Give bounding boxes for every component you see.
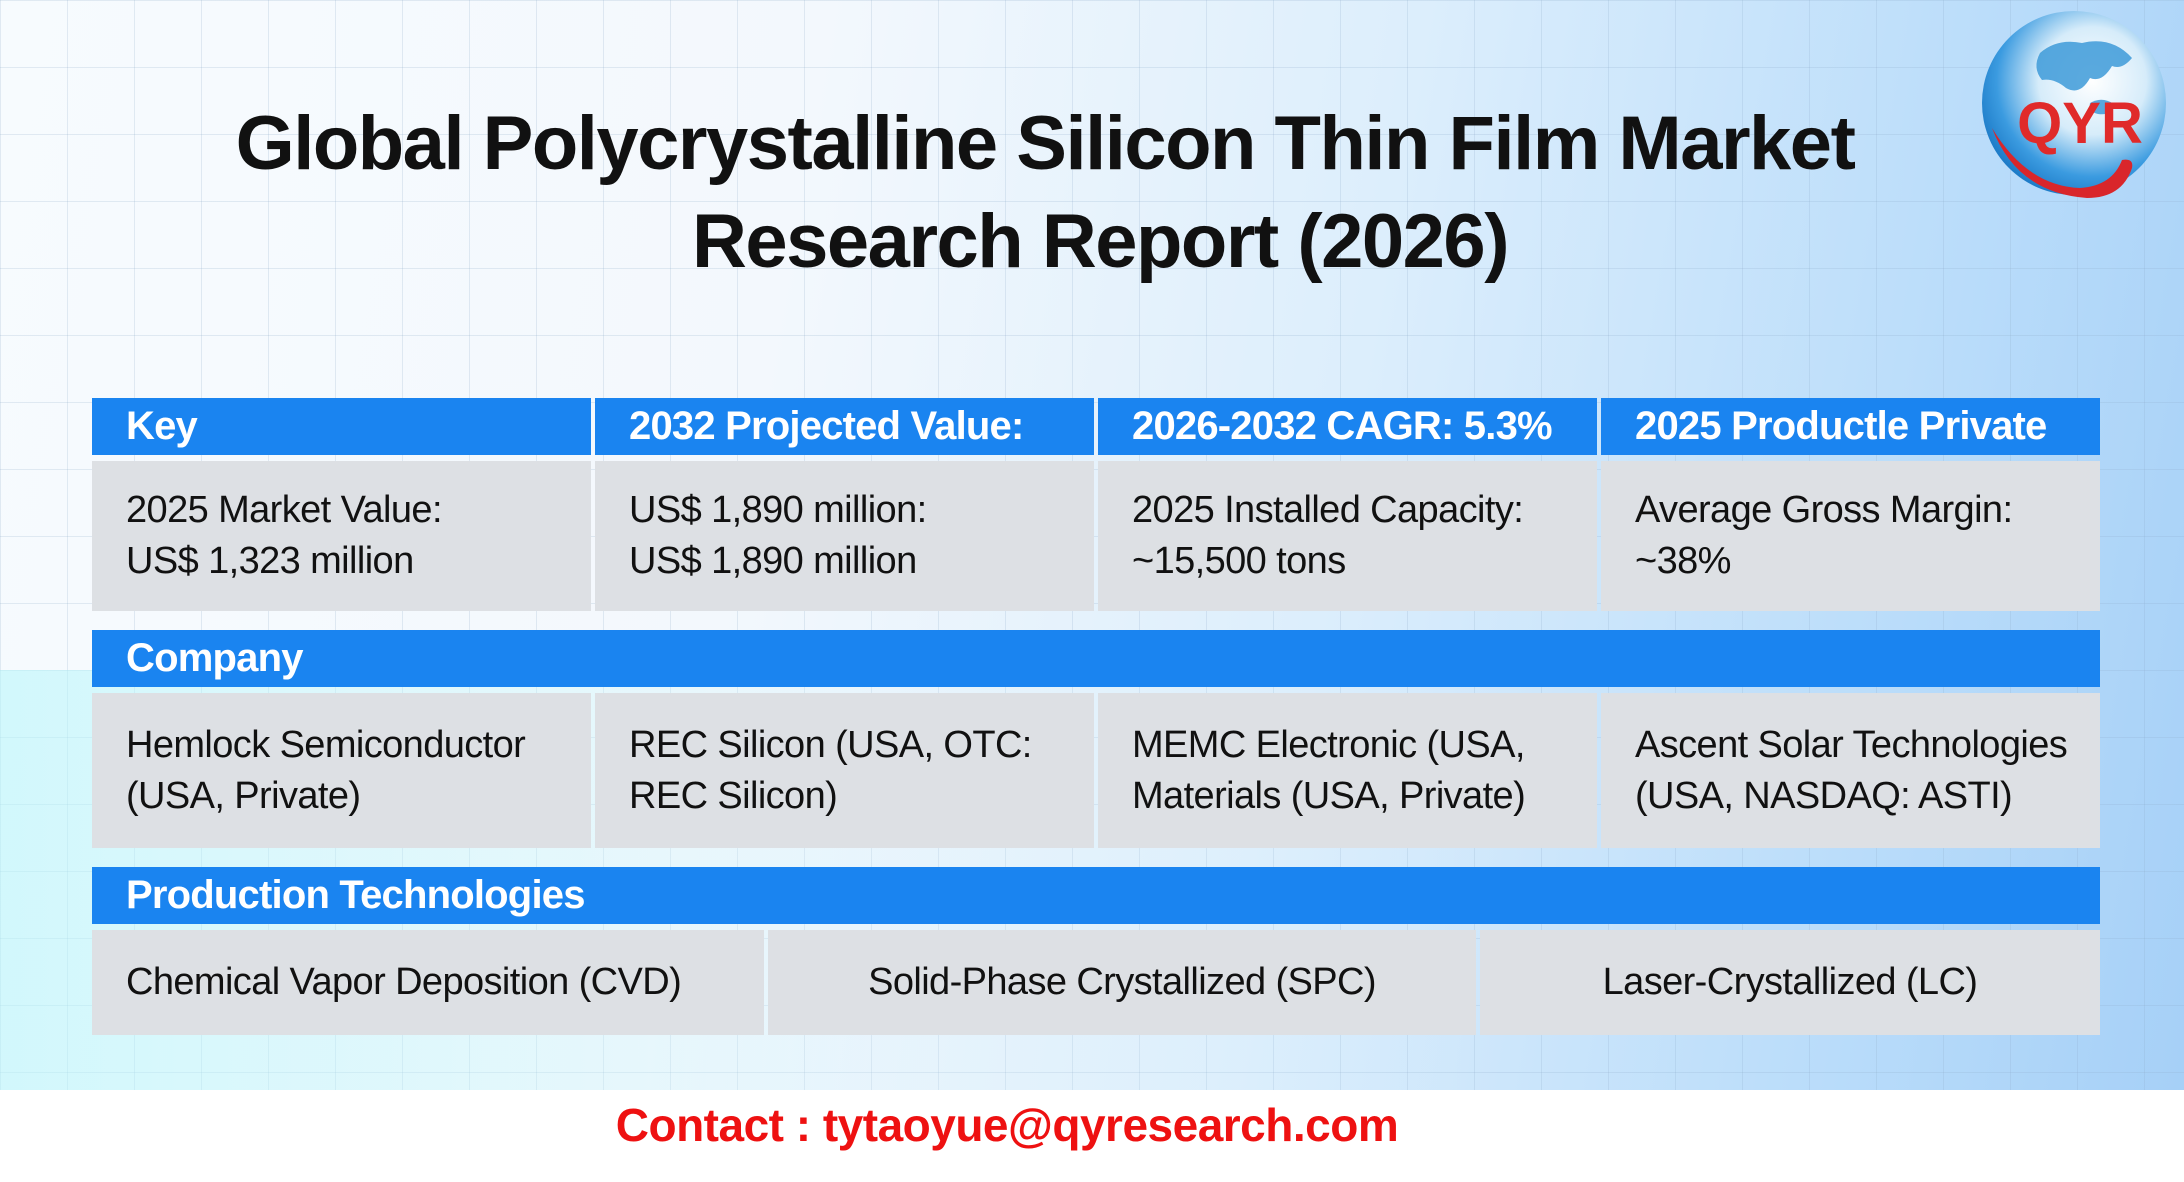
page-title: Global Polycrystalline Silicon Thin Film…	[180, 95, 2020, 291]
technology-cell-spc: Solid-Phase Crystallized (SPC)	[768, 930, 1476, 1035]
key-header-row: Key 2032 Projected Value: 2026-2032 CAGR…	[92, 398, 2100, 455]
company-header-row: Company	[92, 630, 2100, 687]
svg-text:QYR: QYR	[2017, 91, 2143, 156]
technology-cell-lc: Laser-Crystallized (LC)	[1480, 930, 2100, 1035]
title-line-1: Global Polycrystalline Silicon Thin Film…	[235, 101, 1856, 186]
qyr-logo: QYR	[1962, 8, 2174, 208]
technology-header-row: Production Technologies	[92, 867, 2100, 924]
company-cell: MEMC Electronic (USA, Materials (USA, Pr…	[1098, 693, 1597, 848]
production-header: 2025 Productle Private	[1601, 398, 2100, 455]
technology-cell-cvd: Chemical Vapor Deposition (CVD)	[92, 930, 764, 1035]
contact-email: Contact : tytaoyue@qyresearch.com	[615, 1099, 1399, 1151]
market-summary-table: Key 2032 Projected Value: 2026-2032 CAGR…	[92, 398, 2100, 1035]
key-header: Key	[92, 398, 591, 455]
projected-value-header: 2032 Projected Value:	[595, 398, 1094, 455]
company-cell: Ascent Solar Technologies (USA, NASDAQ: …	[1601, 693, 2100, 848]
technology-data-row: Chemical Vapor Deposition (CVD) Solid-Ph…	[92, 930, 2100, 1035]
projected-value-cell: US$ 1,890 million: US$ 1,890 million	[595, 461, 1094, 611]
key-data-row: 2025 Market Value: US$ 1,323 million US$…	[92, 461, 2100, 611]
title-line-2: Research Report (2026)	[691, 199, 1510, 284]
company-cell: Hemlock Semiconductor (USA, Private)	[92, 693, 591, 848]
company-data-row: Hemlock Semiconductor (USA, Private) REC…	[92, 693, 2100, 848]
technology-header: Production Technologies	[92, 867, 2100, 924]
company-header: Company	[92, 630, 2100, 687]
cagr-header: 2026-2032 CAGR: 5.3%	[1098, 398, 1597, 455]
market-value-cell: 2025 Market Value: US$ 1,323 million	[92, 461, 591, 611]
globe-logo-icon: QYR	[1982, 11, 2166, 198]
company-cell: REC Silicon (USA, OTC: REC Silicon)	[595, 693, 1094, 848]
gross-margin-cell: Average Gross Margin: ~38%	[1601, 461, 2100, 611]
installed-capacity-cell: 2025 Installed Capacity: ~15,500 tons	[1098, 461, 1597, 611]
